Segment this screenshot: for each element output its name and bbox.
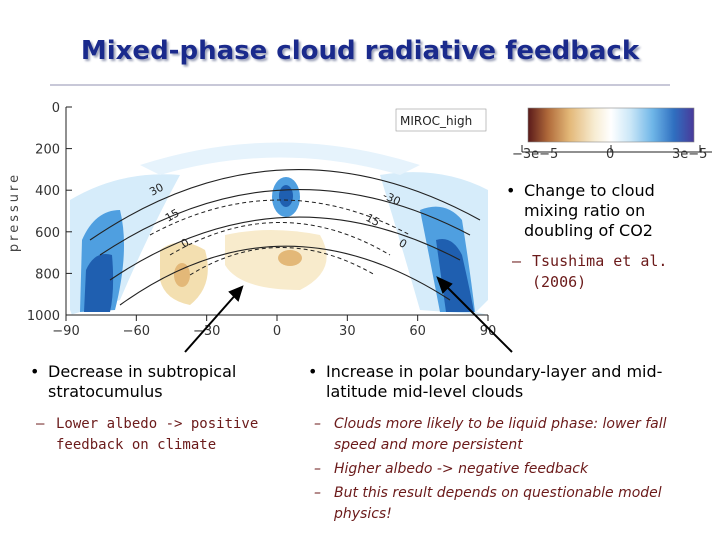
right-block-sub: – Higher albedo -> negative feedback: [314, 461, 589, 477]
title-divider: [50, 84, 670, 86]
right-note-citation: – Tsushima et al. (2006): [512, 252, 668, 291]
left-block: Decrease in subtropical stratocumulus –L…: [30, 362, 292, 456]
shading-brown-spot-left: [174, 263, 190, 287]
arrow-right-head: [436, 276, 453, 294]
contour-solid-lower: [109, 216, 461, 281]
ground-mask-right: [476, 300, 488, 315]
cloud-feedback-figure: 30 15 0 -30 15 0 MIROC_high 020040060080…: [7, 101, 712, 353]
colorbar-tick-label: 0: [606, 147, 614, 162]
y-tick-label: 400: [35, 184, 60, 199]
right-block-sub: – But this result depends on questionable…: [314, 485, 662, 522]
panel-label: MIROC_high: [400, 114, 472, 128]
ground-mask-left: [66, 300, 72, 315]
contour-dashed-1: [149, 199, 411, 236]
right-block: Increase in polar boundary-layer and mid…: [308, 362, 712, 525]
y-tick-label: 200: [35, 143, 60, 158]
y-tick-label: 1000: [27, 309, 60, 324]
contour-solid-bottom: [119, 245, 451, 306]
y-axis-label: pressure: [7, 172, 22, 252]
right-block-bullet: Increase in polar boundary-layer and mid…: [308, 362, 712, 402]
x-tick-label: 90: [480, 324, 497, 339]
shading-blue-dark-left: [84, 254, 114, 312]
left-block-sub: – Lower albedo -> positive feedback on cl…: [36, 416, 259, 453]
contour-solid-mid: [99, 189, 471, 256]
contour-label: 15: [163, 206, 182, 224]
arrow-right: [442, 282, 513, 353]
panel-label-box: [395, 108, 487, 132]
x-tick-label: −60: [123, 324, 150, 339]
arrow-left: [184, 291, 239, 353]
contour-label: 30: [147, 181, 165, 199]
left-block-bullet: Decrease in subtropical stratocumulus: [30, 362, 292, 402]
contour-dashed-3: [189, 247, 376, 276]
y-tick-label: 0: [52, 101, 60, 116]
colorbar: [527, 107, 695, 143]
right-note: Change to cloud mixing ratio on doubling…: [506, 181, 711, 293]
contour-solid-outer: [89, 169, 481, 241]
x-tick-label: −90: [52, 324, 79, 339]
shading-light-blue-top: [140, 142, 420, 175]
arrow-left-head: [228, 285, 244, 302]
slide-title: Mixed-phase cloud radiative feedback: [80, 36, 640, 66]
shading-tan-center: [225, 230, 327, 290]
shading-blue-dark-right: [436, 239, 474, 312]
y-tick-label: 600: [35, 226, 60, 241]
shading-brown-spot: [278, 250, 302, 266]
colorbar-tick-label: −3e−5: [512, 147, 558, 162]
contour-label: 15: [364, 211, 382, 229]
contour-dashed-2: [169, 222, 391, 256]
y-tick-label: 800: [35, 267, 60, 282]
shading-blue-center-core: [279, 185, 293, 207]
x-tick-label: 60: [409, 324, 426, 339]
right-note-bullet: Change to cloud mixing ratio on doubling…: [506, 181, 711, 241]
colorbar-tick-label: 3e−5: [672, 147, 707, 162]
x-tick-label: 0: [273, 324, 281, 339]
right-block-sub: – Clouds more likely to be liquid phase: …: [314, 416, 667, 453]
x-tick-label: 30: [339, 324, 356, 339]
